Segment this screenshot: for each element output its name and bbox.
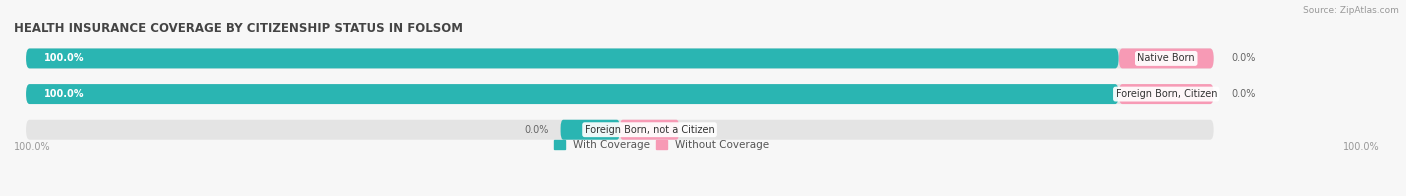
Text: Foreign Born, not a Citizen: Foreign Born, not a Citizen — [585, 125, 714, 135]
Legend: With Coverage, Without Coverage: With Coverage, Without Coverage — [554, 140, 769, 150]
FancyBboxPatch shape — [620, 120, 679, 140]
Text: 0.0%: 0.0% — [1232, 54, 1256, 64]
Text: 0.0%: 0.0% — [1232, 89, 1256, 99]
Text: Source: ZipAtlas.com: Source: ZipAtlas.com — [1303, 6, 1399, 15]
Text: Native Born: Native Born — [1137, 54, 1195, 64]
FancyBboxPatch shape — [1119, 84, 1213, 104]
Text: 0.0%: 0.0% — [524, 125, 548, 135]
FancyBboxPatch shape — [561, 120, 620, 140]
FancyBboxPatch shape — [1119, 48, 1213, 68]
FancyBboxPatch shape — [27, 84, 1213, 104]
Text: 100.0%: 100.0% — [14, 142, 51, 152]
Text: 100.0%: 100.0% — [1344, 142, 1381, 152]
FancyBboxPatch shape — [27, 84, 1119, 104]
Text: 100.0%: 100.0% — [44, 54, 84, 64]
Text: Foreign Born, Citizen: Foreign Born, Citizen — [1115, 89, 1218, 99]
Text: 0.0%: 0.0% — [692, 125, 716, 135]
FancyBboxPatch shape — [27, 48, 1119, 68]
FancyBboxPatch shape — [27, 48, 1213, 68]
FancyBboxPatch shape — [27, 120, 1213, 140]
Text: HEALTH INSURANCE COVERAGE BY CITIZENSHIP STATUS IN FOLSOM: HEALTH INSURANCE COVERAGE BY CITIZENSHIP… — [14, 22, 463, 35]
Text: 100.0%: 100.0% — [44, 89, 84, 99]
